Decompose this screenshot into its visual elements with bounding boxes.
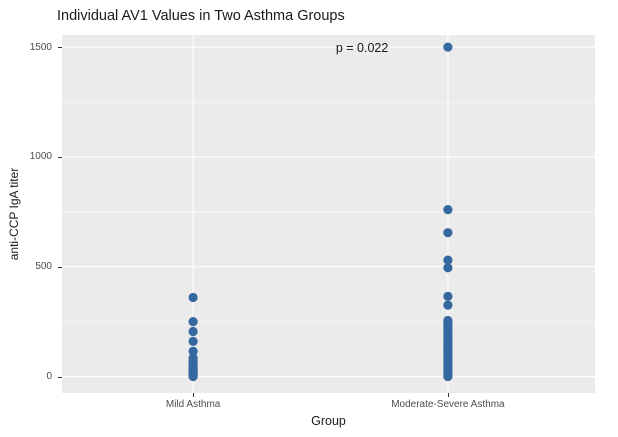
x-tick-mark: [193, 393, 195, 397]
data-point: [188, 317, 198, 327]
plot-title: Individual AV1 Values in Two Asthma Grou…: [57, 8, 345, 24]
y-tick-mark: [58, 376, 62, 378]
data-point: [443, 291, 453, 301]
data-point: [188, 371, 198, 382]
y-tick-label: 500: [35, 261, 52, 273]
p-value-annotation: p = 0.022: [335, 41, 389, 55]
data-point: [443, 371, 453, 382]
scatter-points-layer: [62, 35, 595, 393]
data-point: [443, 300, 453, 310]
plot-panel: p = 0.022: [62, 35, 595, 393]
y-tick-label: 0: [46, 371, 52, 383]
y-tick-mark: [58, 266, 62, 268]
data-point: [188, 336, 198, 346]
data-point: [188, 326, 198, 337]
y-tick-mark: [58, 156, 62, 158]
x-tick-label: Mild Asthma: [165, 399, 221, 410]
data-point: [443, 255, 453, 265]
y-tick-mark: [58, 47, 62, 49]
data-point: [443, 228, 453, 238]
data-point: [443, 263, 453, 273]
data-point: [443, 205, 453, 215]
x-tick-mark: [447, 393, 449, 397]
x-tick-label: Moderate-Severe Asthma: [391, 399, 505, 410]
data-point: [188, 346, 198, 356]
x-axis-title: Group: [311, 414, 346, 428]
data-point: [443, 42, 453, 52]
y-tick-label: 1500: [29, 41, 52, 53]
y-tick-label: 1000: [29, 151, 52, 163]
data-point: [188, 292, 198, 303]
